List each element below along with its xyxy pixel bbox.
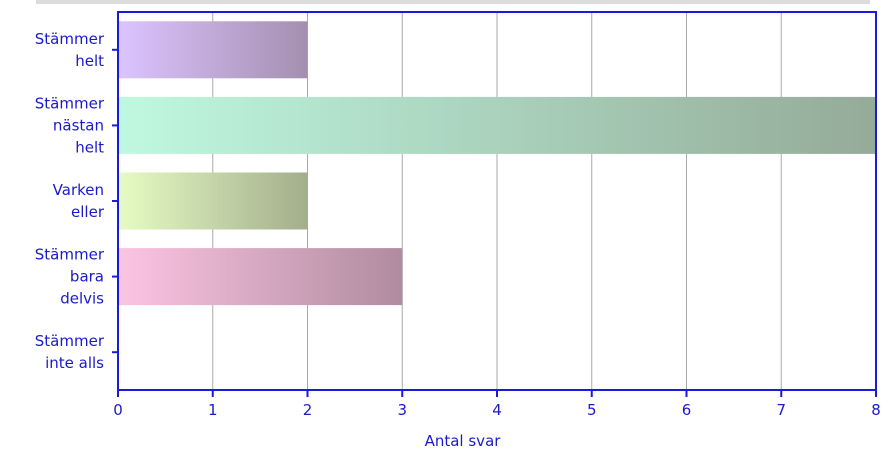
category-label: Stämmer — [35, 94, 105, 112]
category-label: helt — [75, 52, 104, 70]
x-tick-label: 8 — [871, 401, 881, 419]
x-axis-title: Antal svar — [425, 432, 502, 450]
x-tick-label: 4 — [492, 401, 502, 419]
category-label: delvis — [60, 290, 104, 308]
x-tick-label: 0 — [113, 401, 123, 419]
bar-2 — [118, 172, 308, 230]
category-label: Stämmer — [35, 246, 105, 264]
x-tick-label: 3 — [397, 401, 407, 419]
x-tick-label: 1 — [208, 401, 218, 419]
x-tick-label: 6 — [682, 401, 692, 419]
y-axis: Stämmer helt Stämmer nästan helt Varken eller S… — [35, 30, 118, 372]
bar-3 — [118, 248, 403, 306]
category-label: bara — [70, 268, 104, 286]
x-tick-label: 2 — [303, 401, 313, 419]
category-label: helt — [75, 138, 104, 156]
category-label: Stämmer — [35, 30, 105, 48]
category-label: Varken — [53, 181, 104, 199]
x-tick-label: 5 — [587, 401, 597, 419]
grid-lines — [212, 12, 782, 390]
bars — [118, 21, 876, 306]
category-label: Stämmer — [35, 332, 105, 350]
category-label: nästan — [53, 116, 104, 134]
x-tick-label: 7 — [776, 401, 786, 419]
bar-0 — [118, 21, 308, 79]
bar-1 — [118, 96, 876, 154]
top-strip — [36, 0, 870, 4]
category-label: eller — [71, 203, 105, 221]
x-axis: 0 1 2 3 4 5 6 7 8 — [113, 390, 881, 419]
category-label: inte alls — [45, 354, 104, 372]
